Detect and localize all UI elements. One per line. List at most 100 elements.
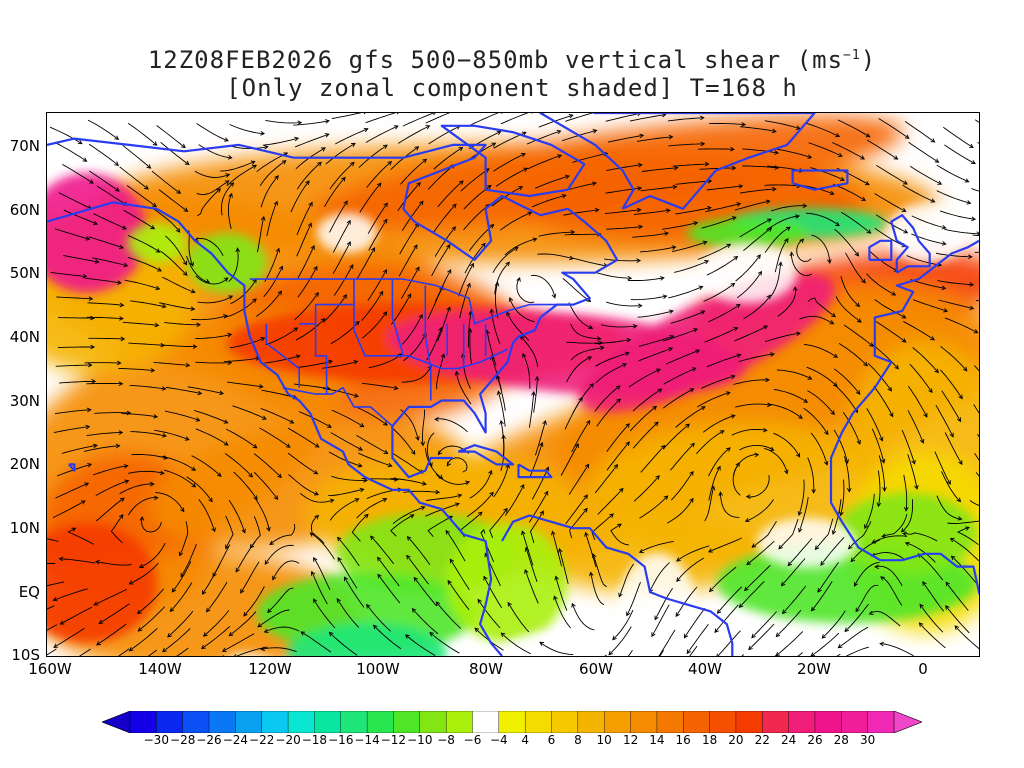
- streamline-arrowhead: [137, 627, 143, 632]
- streamline: [866, 408, 883, 441]
- streamline-arrowhead: [551, 293, 557, 299]
- streamline-arrowhead: [435, 601, 441, 607]
- streamline: [92, 465, 128, 476]
- streamline-arrowhead: [578, 396, 583, 402]
- streamline-arrowhead: [420, 505, 426, 511]
- streamline: [855, 584, 879, 612]
- streamline-arrowhead: [235, 247, 241, 253]
- streamline-arrowhead: [420, 441, 426, 447]
- streamline-arrowhead: [494, 281, 500, 287]
- streamline: [197, 295, 233, 304]
- colorbar-swatch: [419, 711, 447, 733]
- streamline-arrowhead: [144, 185, 149, 190]
- streamline-arrowhead: [949, 432, 954, 438]
- streamline: [128, 342, 165, 346]
- streamline-arrowhead: [59, 620, 65, 625]
- streamline-arrowhead: [827, 259, 832, 264]
- streamline: [154, 429, 190, 441]
- streamline-arrowhead: [636, 207, 642, 213]
- streamline: [833, 183, 866, 201]
- streamline-arrowhead: [114, 161, 120, 166]
- streamline: [110, 514, 124, 544]
- streamline: [391, 293, 412, 325]
- streamline-arrowhead: [738, 603, 744, 608]
- streamline: [936, 164, 969, 183]
- streamline-arrowhead: [556, 129, 562, 135]
- streamline-arrowhead: [880, 576, 885, 581]
- streamline-arrowhead: [762, 427, 768, 433]
- streamline-arrowhead: [240, 588, 245, 594]
- colorbar-tick-label: 18: [701, 733, 718, 747]
- streamline: [606, 226, 643, 230]
- streamline-arrowhead: [457, 493, 463, 499]
- streamline-arrowhead: [163, 455, 169, 460]
- streamline: [435, 418, 468, 433]
- streamline-arrowhead: [277, 290, 283, 296]
- streamline: [910, 279, 946, 289]
- streamline-arrowhead: [855, 607, 860, 613]
- streamline: [630, 114, 666, 122]
- streamline: [778, 519, 799, 550]
- streamline: [203, 610, 230, 637]
- streamline-arrowhead: [277, 473, 282, 479]
- streamline: [186, 255, 210, 283]
- streamline-arrowhead: [343, 200, 348, 206]
- streamline-arrowhead: [314, 514, 319, 520]
- streamline-arrowhead: [731, 216, 737, 221]
- streamline: [563, 209, 599, 216]
- streamline-arrowhead: [923, 412, 928, 418]
- streamline: [696, 430, 725, 455]
- streamline: [490, 309, 501, 345]
- streamline: [568, 302, 593, 329]
- streamline-arrowhead: [585, 419, 591, 425]
- streamline-arrowhead: [393, 477, 399, 482]
- colorbar-swatch: [656, 711, 684, 733]
- streamline-arrowhead: [570, 229, 576, 235]
- streamline-arrowhead: [934, 158, 940, 163]
- streamline: [705, 203, 741, 213]
- streamline-arrowhead: [882, 487, 887, 492]
- streamline-arrowhead: [714, 628, 719, 634]
- streamline: [57, 317, 95, 319]
- lon-label-80w: 80W: [469, 660, 503, 678]
- streamline-arrowhead: [161, 303, 167, 309]
- streamline: [670, 471, 694, 501]
- streamline: [164, 321, 201, 326]
- streamline-arrowhead: [784, 238, 789, 243]
- streamline: [235, 541, 256, 573]
- streamline-arrowhead: [914, 484, 919, 490]
- streamline: [295, 318, 326, 341]
- streamline: [945, 605, 970, 634]
- streamline: [264, 355, 300, 364]
- streamline-arrowhead: [366, 603, 371, 609]
- streamline: [367, 269, 387, 301]
- streamline-arrowhead: [300, 631, 306, 636]
- streamline-arrowhead: [730, 146, 735, 152]
- streamline: [746, 540, 775, 565]
- streamline-arrowhead: [413, 244, 418, 250]
- streamline-arrowhead: [765, 377, 770, 383]
- streamline: [676, 545, 710, 562]
- streamline: [229, 123, 265, 135]
- streamline: [807, 457, 815, 493]
- streamline: [333, 264, 354, 296]
- streamline-arrowhead: [700, 141, 706, 147]
- streamline: [195, 275, 229, 285]
- streamline: [494, 261, 510, 295]
- streamline: [50, 271, 87, 278]
- streamline: [428, 125, 461, 145]
- streamline: [639, 246, 676, 253]
- streamline: [591, 513, 614, 541]
- streamline-arrowhead: [745, 494, 751, 499]
- streamline-arrowhead: [411, 450, 416, 455]
- streamline-arrowhead: [937, 180, 943, 185]
- streamline: [128, 497, 158, 516]
- streamline: [606, 164, 642, 172]
- streamline-arrowhead: [731, 165, 737, 171]
- streamline-arrowhead: [357, 462, 363, 468]
- streamline: [329, 632, 358, 656]
- streamline-arrowhead: [263, 144, 269, 150]
- streamline: [764, 226, 791, 253]
- streamline: [336, 598, 360, 628]
- streamline: [180, 544, 197, 577]
